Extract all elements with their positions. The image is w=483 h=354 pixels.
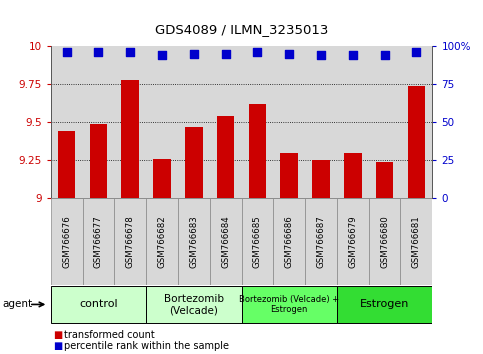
Text: GSM766681: GSM766681 <box>412 215 421 268</box>
Point <box>349 52 356 58</box>
Bar <box>51 286 146 323</box>
Point <box>222 51 229 56</box>
Point <box>317 52 325 58</box>
Text: GSM766685: GSM766685 <box>253 215 262 268</box>
Bar <box>146 286 242 323</box>
Point <box>95 49 102 55</box>
Bar <box>114 198 146 285</box>
Bar <box>51 198 83 285</box>
Bar <box>337 286 432 323</box>
Text: GSM766679: GSM766679 <box>348 215 357 268</box>
Point <box>285 51 293 56</box>
Bar <box>146 198 178 285</box>
Bar <box>178 198 210 285</box>
Text: GSM766677: GSM766677 <box>94 215 103 268</box>
Text: Estrogen: Estrogen <box>360 299 409 309</box>
Bar <box>83 198 114 285</box>
Text: GSM766687: GSM766687 <box>316 215 326 268</box>
Text: ■: ■ <box>53 341 62 351</box>
Point <box>127 49 134 55</box>
Bar <box>376 162 393 198</box>
Bar <box>242 198 273 285</box>
Point <box>190 51 198 56</box>
Bar <box>58 131 75 198</box>
Bar <box>305 198 337 285</box>
Point <box>412 49 420 55</box>
Bar <box>242 286 337 323</box>
Text: GSM766676: GSM766676 <box>62 215 71 268</box>
Text: Bortezomib (Velcade) +
Estrogen: Bortezomib (Velcade) + Estrogen <box>239 295 339 314</box>
Text: control: control <box>79 299 118 309</box>
Bar <box>121 80 139 198</box>
Bar <box>273 198 305 285</box>
Point <box>158 52 166 58</box>
Text: GSM766682: GSM766682 <box>157 215 167 268</box>
Bar <box>217 116 234 198</box>
Bar <box>153 159 171 198</box>
Text: GDS4089 / ILMN_3235013: GDS4089 / ILMN_3235013 <box>155 23 328 36</box>
Bar <box>185 127 202 198</box>
Text: GSM766680: GSM766680 <box>380 215 389 268</box>
Point <box>254 49 261 55</box>
Text: Bortezomib
(Velcade): Bortezomib (Velcade) <box>164 293 224 315</box>
Text: GSM766678: GSM766678 <box>126 215 135 268</box>
Bar <box>312 160 330 198</box>
Point <box>63 49 71 55</box>
Bar <box>400 198 432 285</box>
Text: transformed count: transformed count <box>64 330 155 339</box>
Bar <box>408 86 425 198</box>
Text: GSM766683: GSM766683 <box>189 215 199 268</box>
Bar <box>90 124 107 198</box>
Bar <box>249 104 266 198</box>
Bar <box>210 198 242 285</box>
Bar <box>281 153 298 198</box>
Bar <box>337 198 369 285</box>
Text: agent: agent <box>2 299 32 309</box>
Text: GSM766686: GSM766686 <box>284 215 294 268</box>
Text: ■: ■ <box>53 330 62 339</box>
Text: GSM766684: GSM766684 <box>221 215 230 268</box>
Text: percentile rank within the sample: percentile rank within the sample <box>64 341 229 351</box>
Bar <box>369 198 400 285</box>
Bar <box>344 153 362 198</box>
Point <box>381 52 388 58</box>
